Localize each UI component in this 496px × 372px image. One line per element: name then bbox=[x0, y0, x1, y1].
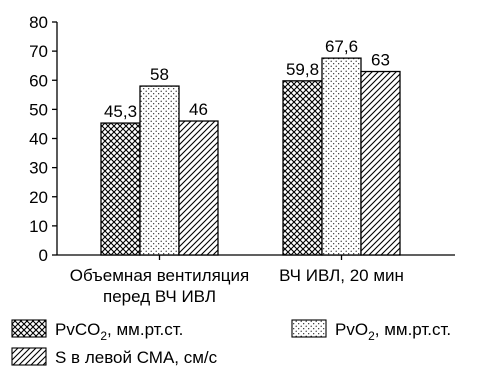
legend-entry: PvCO2, мм.рт.ст. bbox=[55, 320, 183, 343]
data-label: 46 bbox=[189, 100, 208, 119]
legend: PvCO2, мм.рт.ст. PvO2, мм.рт.ст. S в левой… bbox=[11, 319, 451, 367]
legend-swatch bbox=[291, 319, 327, 338]
bars bbox=[100, 57, 401, 256]
legend-swatch bbox=[11, 347, 47, 366]
data-labels: 45,3 58 46 59,8 67,6 63 bbox=[104, 37, 390, 121]
y-tick-label: 50 bbox=[29, 100, 48, 119]
category-label: Объемная вентиляция bbox=[70, 266, 249, 285]
axes: 0 10 20 30 40 50 60 70 80 Объемная вентиляция пере… bbox=[29, 13, 455, 306]
y-tick-label: 70 bbox=[29, 42, 48, 61]
bar bbox=[100, 122, 141, 256]
y-tick-label: 30 bbox=[29, 159, 48, 178]
category-label: перед ВЧ ИВЛ bbox=[103, 287, 216, 306]
legend-swatch bbox=[11, 319, 47, 338]
legend-entry: PvO2, мм.рт.ст. bbox=[335, 320, 451, 343]
data-label: 63 bbox=[371, 51, 390, 70]
bar bbox=[178, 120, 219, 256]
bar bbox=[139, 85, 180, 256]
bar bbox=[282, 80, 323, 256]
y-tick-label: 40 bbox=[29, 130, 48, 149]
y-tick-label: 80 bbox=[29, 13, 48, 32]
data-label: 58 bbox=[150, 65, 169, 84]
data-label: 45,3 bbox=[104, 102, 137, 121]
y-tick-label: 10 bbox=[29, 217, 48, 236]
category-label: ВЧ ИВЛ, 20 мин bbox=[279, 266, 404, 285]
y-tick-label: 20 bbox=[29, 188, 48, 207]
y-tick-label: 0 bbox=[39, 246, 48, 265]
bar bbox=[360, 70, 401, 256]
data-label: 59,8 bbox=[286, 60, 319, 79]
data-label: 67,6 bbox=[325, 37, 358, 56]
y-tick-label: 60 bbox=[29, 71, 48, 90]
bar bbox=[321, 57, 362, 256]
legend-entry: S в левой СМА, см/с bbox=[55, 348, 218, 367]
